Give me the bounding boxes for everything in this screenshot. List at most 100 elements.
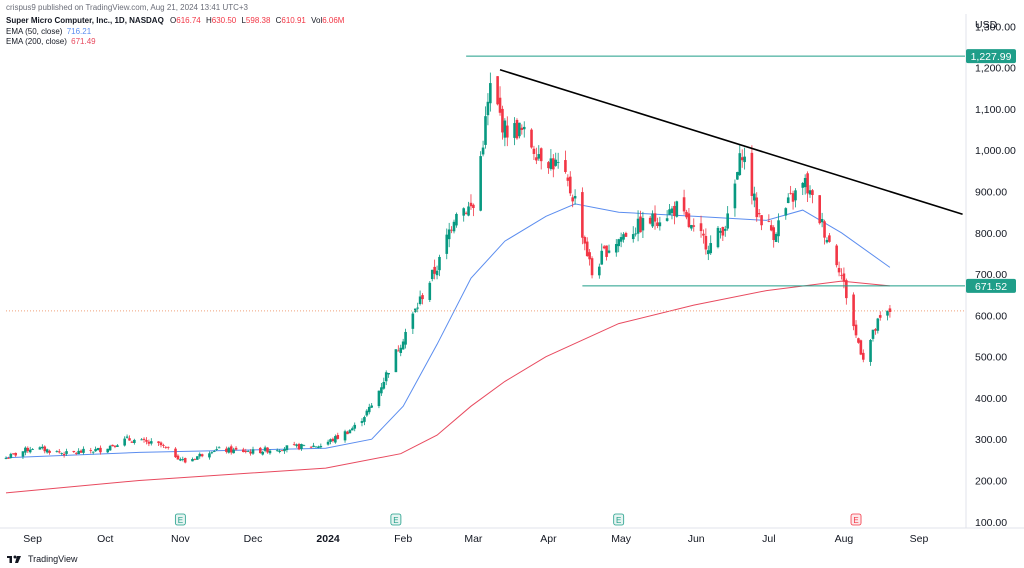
candle-body — [811, 190, 814, 195]
candle-body — [837, 267, 841, 273]
candle-body — [566, 177, 570, 181]
candle-body — [416, 307, 419, 309]
time-tick-label: Sep — [910, 533, 929, 545]
candle-body — [43, 446, 47, 452]
candle-body — [539, 148, 543, 162]
close-value: 610.91 — [281, 16, 306, 25]
candle-body — [336, 435, 340, 439]
candle-body — [682, 197, 686, 212]
candle-body — [28, 449, 32, 453]
candle-body — [82, 448, 85, 453]
price-tick-label: 200.00 — [975, 476, 1007, 488]
published-by-header: crispus9 published on TradingView.com, A… — [6, 3, 249, 12]
candle-body — [522, 126, 526, 130]
candle-body — [295, 444, 298, 446]
price-tick-label: 1,300.00 — [975, 21, 1016, 33]
candle-body — [397, 350, 400, 352]
candle-body — [740, 157, 744, 161]
candle-body — [590, 258, 594, 276]
candle-body — [859, 340, 863, 355]
candle-body — [300, 443, 303, 449]
candle-body — [116, 445, 119, 447]
candle-body — [31, 449, 34, 450]
candle-body — [552, 158, 555, 170]
candle-body — [486, 101, 490, 116]
candle-body — [297, 444, 301, 450]
ema200-label: EMA (200, close) — [6, 37, 67, 46]
candle-body — [450, 229, 453, 231]
price-tick-label: 900.00 — [975, 187, 1007, 199]
candle-body — [57, 451, 61, 453]
candle-body — [690, 225, 693, 229]
time-axis[interactable]: Sep Oct Nov Dec 2024 Feb Mar Apr May Jun Jul Aug Sep — [23, 533, 928, 545]
candle-body — [242, 449, 245, 453]
low-label: L — [241, 16, 246, 25]
candle-body — [515, 119, 519, 139]
candle-body — [198, 453, 202, 457]
candle-body — [72, 450, 76, 453]
candle-body — [784, 208, 788, 216]
candle-body — [261, 451, 265, 455]
candle-body — [229, 446, 233, 453]
candle-body — [704, 235, 708, 250]
candle-body — [549, 158, 553, 169]
price-tick-label: 800.00 — [975, 228, 1007, 240]
candle-body — [292, 444, 296, 445]
candle-body — [125, 436, 129, 438]
candle-body — [329, 439, 332, 442]
candle-body — [106, 448, 110, 453]
candle-body — [537, 154, 541, 159]
candle-body — [55, 451, 59, 452]
candle-body — [673, 205, 676, 217]
candle-body — [736, 172, 739, 180]
ema50-row[interactable]: EMA (50, close) 716.21 — [6, 27, 344, 38]
candle-body — [496, 76, 499, 105]
candle-body — [108, 445, 112, 451]
candle-body — [251, 449, 255, 454]
candle-body — [447, 229, 451, 240]
candle-body — [9, 453, 13, 458]
candle-body — [384, 372, 388, 382]
earnings-marker — [850, 513, 862, 526]
price-axis[interactable]: 1,300.00 1,200.00 1,100.00 1,000.00 900.00 80… — [975, 21, 1016, 528]
candle-body — [387, 372, 390, 375]
candle-body — [283, 448, 286, 452]
candle-body — [89, 450, 93, 451]
open-label: O — [170, 16, 177, 25]
candle-body — [670, 208, 674, 214]
ema200-row[interactable]: EMA (200, close) 671.49 — [6, 37, 344, 48]
candle-body — [828, 235, 831, 242]
candle-body — [263, 447, 267, 451]
candle-body — [753, 193, 756, 201]
candle-body — [716, 227, 720, 248]
candle-body — [147, 441, 151, 444]
price-tick-label: 700.00 — [975, 269, 1007, 281]
candle-body — [794, 190, 797, 201]
candle-body — [113, 445, 117, 447]
candle-body — [179, 459, 182, 461]
candle-body — [428, 282, 432, 300]
candle-body — [21, 451, 25, 457]
candle-body — [656, 222, 659, 226]
tradingview-footer[interactable]: TradingView — [6, 554, 78, 564]
candle-body — [619, 237, 623, 242]
candle-body — [808, 190, 812, 195]
candle-body — [513, 123, 516, 138]
candle-body — [215, 449, 218, 450]
candle-body — [726, 213, 729, 229]
price-tick-label: 1,000.00 — [975, 145, 1016, 157]
candle-body — [583, 237, 587, 244]
candle-body — [617, 239, 620, 247]
candle-body — [421, 295, 424, 300]
candle-body — [675, 201, 679, 217]
symbol-title[interactable]: Super Micro Computer, Inc., 1D, NASDAQ — [6, 16, 164, 25]
candle-body — [331, 438, 335, 442]
candle-body — [743, 156, 746, 163]
candle-body — [176, 455, 180, 460]
candle-body — [803, 178, 807, 188]
time-tick-label: Oct — [97, 533, 113, 545]
candle-body — [210, 452, 214, 454]
candle-body — [699, 223, 703, 232]
ema200-value: 671.49 — [71, 37, 96, 46]
